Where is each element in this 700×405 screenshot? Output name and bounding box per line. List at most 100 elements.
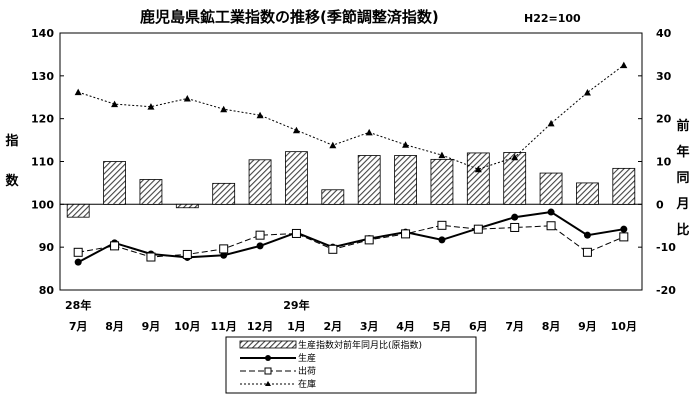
left-tick-label: 120	[31, 113, 54, 126]
bar-yoy-2	[139, 179, 163, 205]
series-0-point-14	[583, 231, 591, 239]
right-axis-label-char: 同	[676, 171, 689, 186]
series-2-point-11	[474, 165, 482, 173]
series-2-point-7	[329, 141, 337, 149]
right-axis-label: 前年同月比	[675, 118, 689, 238]
left-tick-label: 90	[39, 241, 55, 254]
legend-label-inventory: 在庫	[298, 378, 316, 390]
plot-frame	[59, 32, 643, 291]
series-1-point-12	[510, 222, 520, 232]
series-0-point-12	[511, 213, 519, 221]
right-tick-label: 30	[656, 70, 672, 83]
series-2-point-13	[547, 119, 555, 127]
series-1-point-4	[219, 244, 229, 254]
series-1-point-13	[546, 221, 556, 231]
left-axis-label: 指数	[5, 133, 19, 189]
bar-yoy-9	[394, 155, 417, 205]
series-0-point-10	[438, 236, 446, 244]
series-2-point-4	[220, 105, 228, 113]
x-axis: 7月 8月 9月 10月 11月 12月 1月 2月 3月 4月 5月 6月 7月 8月 9月 10月 28年 2…	[65, 298, 637, 333]
right-tick-label: 0	[656, 198, 664, 211]
series-1-point-0	[73, 247, 83, 257]
right-axis-label-char: 年	[676, 144, 689, 160]
right-tick-label: -20	[656, 284, 676, 297]
x-tick-label: 8月	[105, 320, 124, 333]
legend-marker-inventory	[265, 381, 271, 386]
series-2-point-1	[111, 100, 119, 108]
bar-yoy-8	[357, 155, 381, 205]
bar-yoy-4	[212, 182, 236, 205]
series-2-point-9	[402, 141, 410, 148]
series-2-point-8	[365, 128, 373, 136]
series-1-point-15	[619, 232, 629, 242]
bar-yoy-10	[430, 158, 454, 205]
right-tick-label: -10	[656, 241, 676, 254]
left-tick-label: 110	[31, 156, 54, 169]
right-axis-label-char: 比	[676, 222, 689, 238]
right-tick-label: 20	[656, 113, 672, 126]
x-tick-label: 11月	[211, 320, 237, 333]
legend-marker-shipment	[264, 367, 272, 375]
series-2-point-6	[292, 126, 300, 134]
series-2-point-3	[183, 95, 191, 102]
x-tick-label: 2月	[323, 320, 342, 333]
left-axis: 80 90 100 110 120 130 140	[31, 27, 64, 297]
left-tick-label: 80	[39, 284, 55, 297]
left-axis-label-char: 数	[5, 173, 19, 189]
bar-yoy-6	[285, 151, 308, 205]
line-series	[73, 61, 629, 266]
series-0-point-5	[256, 242, 264, 250]
right-axis-label-char: 月	[675, 197, 689, 212]
chart-subtitle: H22=100	[524, 12, 581, 25]
left-axis-label-char: 指	[5, 133, 18, 149]
right-tick-label: 40	[656, 27, 672, 40]
series-2-point-0	[74, 88, 82, 96]
series-1-point-5	[255, 230, 265, 240]
bar-yoy-5	[248, 159, 272, 205]
series-0-point-0	[74, 258, 82, 266]
year-label: 28年	[65, 298, 91, 312]
series-1-point-11	[473, 224, 483, 234]
series-1-point-3	[182, 249, 192, 259]
right-tick-label: 10	[656, 156, 672, 169]
legend-bar-swatch	[239, 340, 297, 349]
series-line-2	[78, 64, 625, 170]
series-0-point-4	[220, 251, 228, 259]
x-tick-label: 3月	[360, 320, 379, 333]
bar-yoy-3	[175, 203, 199, 209]
bar-yoy-1	[103, 161, 126, 205]
series-2-point-2	[147, 103, 155, 110]
x-tick-label: 4月	[396, 320, 415, 333]
legend-label-shipment: 出荷	[298, 365, 316, 377]
x-tick-label: 7月	[505, 320, 524, 333]
series-1-point-6	[291, 228, 301, 238]
x-tick-label: 9月	[142, 320, 161, 333]
series-2-point-14	[583, 89, 591, 96]
x-tick-label: 7月	[69, 320, 88, 333]
chart-title: 鹿児島県鉱工業指数の推移(季節調整済指数)	[140, 8, 439, 26]
right-axis: -20 -10 0 10 20 30 40	[638, 27, 676, 297]
bar-yoy-12	[503, 152, 527, 205]
bar-yoy-13	[539, 172, 563, 205]
series-0-point-13	[547, 208, 555, 216]
bar-yoy-14	[576, 182, 599, 205]
series-line-0	[77, 210, 624, 264]
x-tick-label: 10月	[174, 320, 200, 333]
series-1-point-2	[146, 252, 156, 262]
series-2-point-12	[511, 153, 519, 161]
series-1-point-14	[582, 247, 592, 257]
x-tick-label: 8月	[542, 320, 561, 333]
x-tick-label: 6月	[469, 320, 488, 333]
bar-yoy-11	[466, 152, 490, 205]
legend: 生産指数対前年同月比(原指数) 生産 出荷 在庫	[225, 336, 477, 394]
series-1-point-9	[401, 229, 411, 239]
right-axis-label-char: 前	[676, 118, 689, 134]
year-label: 29年	[283, 298, 309, 312]
legend-marker-production	[265, 355, 271, 361]
legend-label-bars: 生産指数対前年同月比(原指数)	[298, 339, 422, 351]
left-tick-label: 100	[31, 198, 54, 211]
x-tick-label: 10月	[611, 320, 637, 333]
bar-yoy-0	[66, 203, 90, 218]
bar-yoy-7	[321, 189, 345, 205]
